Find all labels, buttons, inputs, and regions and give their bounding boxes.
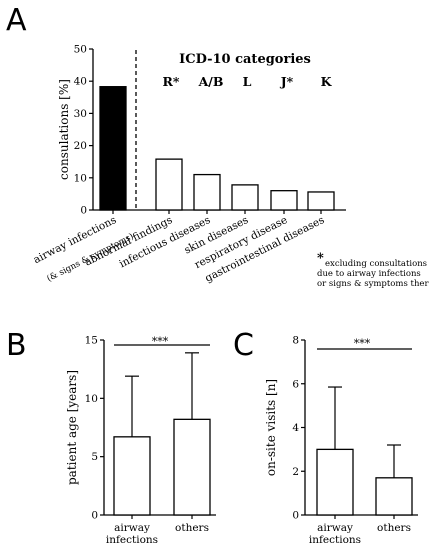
bar [231, 184, 259, 211]
y-tick-label: 6 [292, 378, 299, 390]
icd10-code: A/B [198, 74, 224, 89]
y-tick-label: 30 [74, 108, 87, 120]
bar [193, 173, 221, 211]
y-tick-label: 20 [74, 140, 87, 152]
footnote-star: * [317, 251, 324, 266]
panel-letter-c: C [233, 328, 254, 363]
chart-c: 0 2 4 6 8 on-site visits [n] airway infections o… [264, 335, 418, 546]
bar [316, 448, 354, 516]
y-tick-label: 0 [91, 510, 98, 522]
x-category-label-line: others [175, 522, 209, 534]
icd10-code: L [243, 74, 252, 89]
y-tick-label: 2 [292, 466, 299, 478]
x-category-label: others [377, 522, 411, 534]
x-category-label: others [175, 522, 209, 534]
y-tick-label: 0 [80, 205, 87, 217]
y-tick-label: 10 [85, 393, 98, 405]
panel-letter-a: A [6, 3, 27, 38]
icd10-codes: R* A/B L J* K [163, 74, 333, 89]
x-category-label: airway infections [106, 522, 158, 546]
x-category-label-line: infections [309, 534, 361, 546]
y-tick-label: 0 [292, 510, 299, 522]
footnote-line: excluding consultations [325, 259, 427, 269]
x-category-label: airway infections [309, 522, 361, 546]
x-category-label-line: others [377, 522, 411, 534]
bar [375, 477, 413, 516]
footnote: * excluding consultations due to airway … [317, 251, 429, 289]
y-tick-label: 8 [292, 335, 299, 347]
y-tick-label: 40 [74, 76, 87, 88]
bar [99, 86, 127, 211]
bar [307, 191, 335, 211]
icd10-code: R* [163, 74, 180, 89]
bar [173, 418, 211, 516]
icd10-code: K [321, 74, 333, 89]
x-category-label-line: airway [317, 522, 353, 534]
y-tick-label: 4 [292, 422, 299, 434]
bar [270, 190, 298, 211]
y-tick-label: 50 [74, 44, 87, 56]
bar [113, 436, 151, 516]
bar [155, 158, 183, 211]
icd10-code: J* [280, 74, 294, 89]
x-category-label-line: airway [114, 522, 150, 534]
significance-marker-b: *** [152, 335, 169, 348]
footnote-line: due to airway infections [317, 269, 421, 279]
y-tick-label: 15 [85, 335, 98, 347]
footnote-line: or signs & symptoms thereof [317, 279, 429, 289]
panel-letter-b: B [6, 328, 27, 363]
y-axis-title: patient age [years] [65, 370, 79, 485]
y-axis-title: on-site visits [n] [264, 379, 278, 476]
significance-marker-c: *** [354, 337, 371, 350]
y-tick-label: 10 [74, 172, 87, 184]
y-axis-title: consulations [%] [57, 79, 71, 180]
icd10-header: ICD-10 categories [179, 52, 311, 67]
y-tick-label: 5 [91, 451, 98, 463]
x-category-label-line: infections [106, 534, 158, 546]
chart-b: 0 5 10 15 patient age [years] airway infection… [65, 335, 216, 546]
